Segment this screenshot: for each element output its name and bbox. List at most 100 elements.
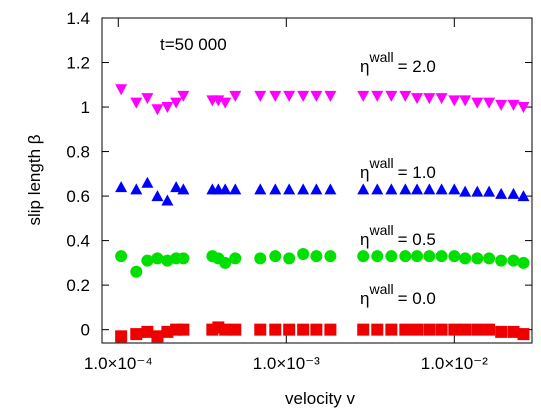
annotation: ηwall = 0.0 [360, 281, 436, 308]
point [371, 183, 384, 195]
annotation-part: η [360, 230, 369, 249]
point [130, 328, 143, 341]
point [219, 97, 232, 109]
annotation-part: = 2.0 [398, 57, 436, 76]
y-tick-label: 0 [81, 321, 90, 340]
point [229, 90, 242, 102]
point [399, 323, 412, 336]
point [324, 183, 337, 195]
point [411, 323, 424, 336]
point [115, 330, 128, 343]
annotation-part: η [360, 289, 369, 308]
point [459, 323, 472, 336]
point [141, 254, 154, 267]
point [483, 97, 496, 109]
point [357, 90, 370, 102]
point [310, 183, 323, 195]
y-tick-label: 1 [81, 98, 90, 117]
point [269, 323, 282, 336]
point [269, 250, 282, 263]
y-tick-label: 1.2 [66, 54, 90, 73]
point [141, 93, 154, 105]
point [324, 323, 337, 336]
point [219, 323, 232, 336]
point [141, 176, 154, 188]
point [459, 252, 472, 265]
point [399, 183, 412, 195]
point [130, 97, 143, 109]
point [517, 102, 530, 114]
point [411, 250, 424, 263]
point [435, 183, 448, 195]
point [459, 185, 472, 197]
point [495, 254, 508, 267]
point [141, 325, 154, 338]
point [297, 183, 310, 195]
point [495, 99, 508, 111]
point [177, 90, 190, 102]
annotation-part: t=50 000 [160, 35, 227, 54]
point [151, 104, 164, 116]
point [297, 323, 310, 336]
point [254, 323, 267, 336]
point [495, 325, 508, 338]
point [357, 323, 370, 336]
point [177, 183, 190, 195]
point [471, 97, 484, 109]
point [507, 99, 520, 111]
y-tick-label: 1.4 [66, 9, 90, 28]
annotation-part: = 1.0 [398, 163, 436, 182]
y-tick-label: 0.2 [66, 276, 90, 295]
point [423, 323, 436, 336]
plot-frame [101, 17, 533, 344]
point [229, 323, 242, 336]
point [459, 95, 472, 107]
point [371, 323, 384, 336]
point [495, 187, 508, 199]
point [229, 252, 242, 265]
point [371, 90, 384, 102]
point [385, 323, 398, 336]
point [448, 323, 461, 336]
point [385, 90, 398, 102]
point [517, 190, 530, 202]
point [435, 93, 448, 105]
point [324, 90, 337, 102]
point [283, 183, 296, 195]
point [115, 181, 128, 193]
point [219, 183, 232, 195]
point [151, 252, 164, 265]
x-tick-label: 1.0×10⁻³ [253, 354, 320, 373]
point [310, 323, 323, 336]
point [283, 90, 296, 102]
annotation: ηwall = 0.5 [360, 222, 436, 249]
point [507, 325, 520, 338]
point [170, 181, 183, 193]
point [423, 250, 436, 263]
annotation-part: wall [368, 222, 393, 238]
point [435, 323, 448, 336]
annotation-part: wall [368, 155, 393, 171]
point [507, 187, 520, 199]
point [115, 84, 128, 96]
annotation-part: wall [368, 49, 393, 65]
y-tick-label: 0.8 [66, 143, 90, 162]
point [357, 250, 370, 263]
annotation: ηwall = 1.0 [360, 155, 436, 182]
point [371, 250, 384, 263]
point [310, 90, 323, 102]
point [177, 323, 190, 336]
point [324, 250, 337, 263]
point [385, 250, 398, 263]
annotation-part: η [360, 57, 369, 76]
point [435, 250, 448, 263]
point [283, 323, 296, 336]
annotation-part: = 0.0 [398, 289, 436, 308]
annotation: ηwall = 2.0 [360, 49, 436, 76]
point [269, 183, 282, 195]
point [151, 190, 164, 202]
point [399, 250, 412, 263]
point [130, 183, 143, 195]
point [229, 183, 242, 195]
